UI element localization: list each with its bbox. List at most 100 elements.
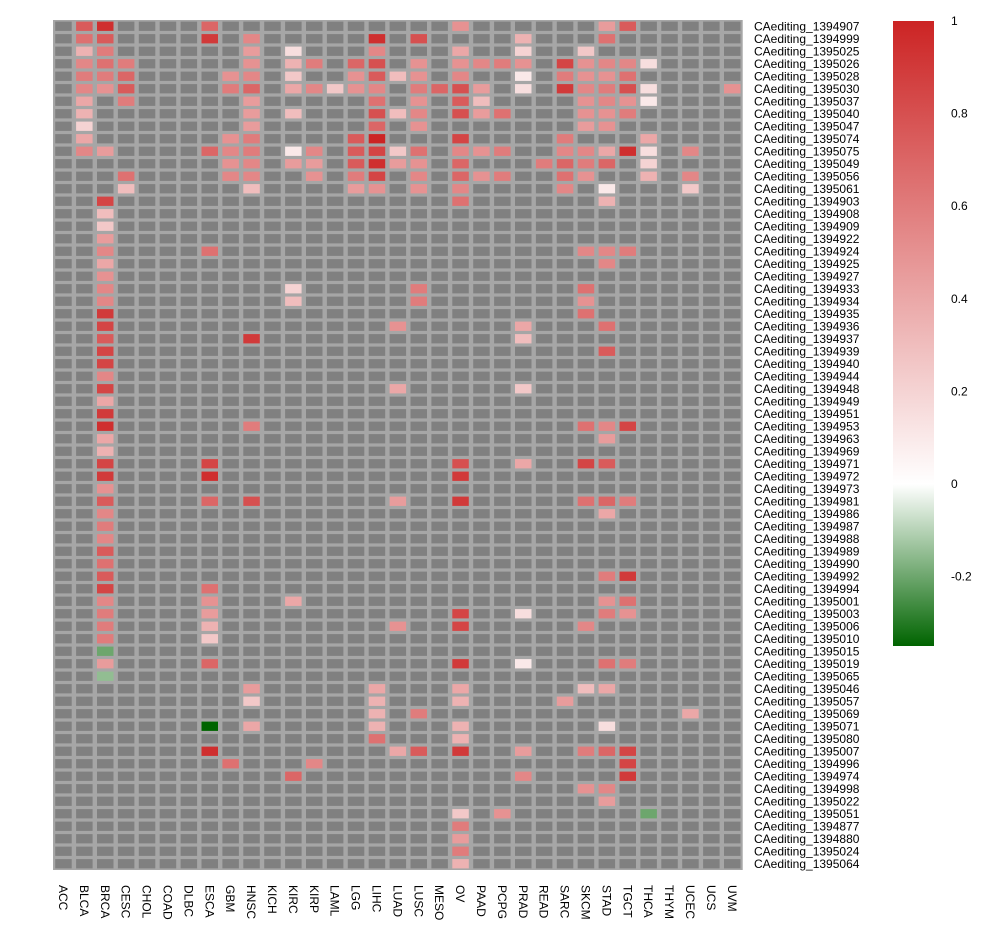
heatmap-cell xyxy=(682,359,699,369)
heatmap-cell xyxy=(494,96,511,106)
row-label: CAediting_1394971 xyxy=(754,457,860,471)
heatmap-cell xyxy=(431,334,448,344)
heatmap-cell xyxy=(577,434,595,444)
heatmap-cell xyxy=(222,646,239,656)
heatmap-cell xyxy=(494,184,511,194)
heatmap-cell xyxy=(368,584,386,594)
heatmap-cell xyxy=(201,259,218,269)
heatmap-cell xyxy=(452,809,469,819)
heatmap-cell xyxy=(201,609,218,619)
heatmap-cell xyxy=(473,446,490,456)
heatmap-cell xyxy=(55,534,72,544)
heatmap-cell xyxy=(556,596,574,606)
heatmap-cell xyxy=(347,59,365,69)
heatmap-cell xyxy=(598,796,616,806)
heatmap-cell xyxy=(117,771,135,781)
heatmap-cell xyxy=(138,271,156,281)
heatmap-cell xyxy=(389,671,407,681)
heatmap-cell xyxy=(138,809,156,819)
heatmap-cell xyxy=(389,734,407,744)
heatmap-cell xyxy=(159,496,177,506)
heatmap-cell xyxy=(159,784,177,794)
heatmap-cell xyxy=(452,134,469,144)
heatmap-cell xyxy=(76,709,93,719)
heatmap-cell xyxy=(55,334,72,344)
heatmap-cell xyxy=(368,246,386,256)
heatmap-cell xyxy=(682,96,699,106)
heatmap-cell xyxy=(368,121,386,131)
heatmap-cell xyxy=(243,396,260,406)
heatmap-cell xyxy=(76,621,93,631)
heatmap-cell xyxy=(138,434,156,444)
heatmap-cell xyxy=(347,196,365,206)
heatmap-cell xyxy=(577,596,595,606)
heatmap-cell xyxy=(577,196,595,206)
heatmap-cell xyxy=(117,484,135,494)
heatmap-cell xyxy=(243,496,260,506)
heatmap-cell xyxy=(535,746,553,756)
heatmap-cell xyxy=(619,71,636,81)
heatmap-cell xyxy=(577,409,595,419)
heatmap-cell xyxy=(535,709,553,719)
heatmap-cell xyxy=(598,521,616,531)
heatmap-cell xyxy=(535,109,553,119)
heatmap-cell xyxy=(285,259,302,269)
heatmap-cell xyxy=(515,34,532,44)
heatmap-cell xyxy=(515,471,532,481)
heatmap-cell xyxy=(117,359,135,369)
heatmap-cell xyxy=(368,184,386,194)
heatmap-cell xyxy=(724,809,741,819)
heatmap-cell xyxy=(703,584,720,594)
heatmap-cell xyxy=(410,509,427,519)
heatmap-cell xyxy=(724,771,741,781)
heatmap-cell xyxy=(682,71,699,81)
heatmap-cell xyxy=(619,421,636,431)
heatmap-cell xyxy=(285,334,302,344)
column-label: PRAD xyxy=(516,885,530,919)
row-label: CAediting_1395007 xyxy=(754,744,860,758)
heatmap-cell xyxy=(410,259,427,269)
heatmap-cell xyxy=(556,759,574,769)
heatmap-cell xyxy=(389,784,407,794)
heatmap-cell xyxy=(661,221,678,231)
heatmap-cell xyxy=(368,784,386,794)
heatmap-cell xyxy=(703,809,720,819)
heatmap-cell xyxy=(222,459,239,469)
heatmap-cell xyxy=(55,384,72,394)
heatmap-cell xyxy=(598,684,616,694)
heatmap-cell xyxy=(76,846,93,856)
heatmap-cell xyxy=(306,284,323,294)
heatmap-cell xyxy=(619,134,636,144)
heatmap-cell xyxy=(619,721,636,731)
heatmap-cell xyxy=(682,834,699,844)
heatmap-cell xyxy=(535,134,553,144)
heatmap-cell xyxy=(494,759,511,769)
heatmap-cell xyxy=(306,21,323,31)
heatmap-cell xyxy=(703,709,720,719)
heatmap-cell xyxy=(724,271,741,281)
heatmap-cell xyxy=(577,646,595,656)
heatmap-cell xyxy=(535,821,553,831)
heatmap-cell xyxy=(703,146,720,156)
heatmap-cell xyxy=(76,121,93,131)
heatmap-cell xyxy=(577,821,595,831)
heatmap-cell xyxy=(264,634,281,644)
heatmap-cell xyxy=(264,671,281,681)
heatmap-cell xyxy=(661,821,678,831)
heatmap-cell xyxy=(306,296,323,306)
heatmap-cell xyxy=(117,434,135,444)
heatmap-cell xyxy=(661,309,678,319)
heatmap-cell xyxy=(473,509,490,519)
heatmap-cell xyxy=(640,696,657,706)
heatmap-cell xyxy=(389,746,407,756)
heatmap-cell xyxy=(535,521,553,531)
heatmap-cell xyxy=(515,71,532,81)
heatmap-cell xyxy=(515,346,532,356)
heatmap-cell xyxy=(598,759,616,769)
heatmap-cell xyxy=(326,571,344,581)
heatmap-cell xyxy=(661,384,678,394)
heatmap-cell xyxy=(180,321,198,331)
heatmap-cell xyxy=(494,371,511,381)
heatmap-cell xyxy=(326,159,344,169)
heatmap-cell xyxy=(452,796,469,806)
